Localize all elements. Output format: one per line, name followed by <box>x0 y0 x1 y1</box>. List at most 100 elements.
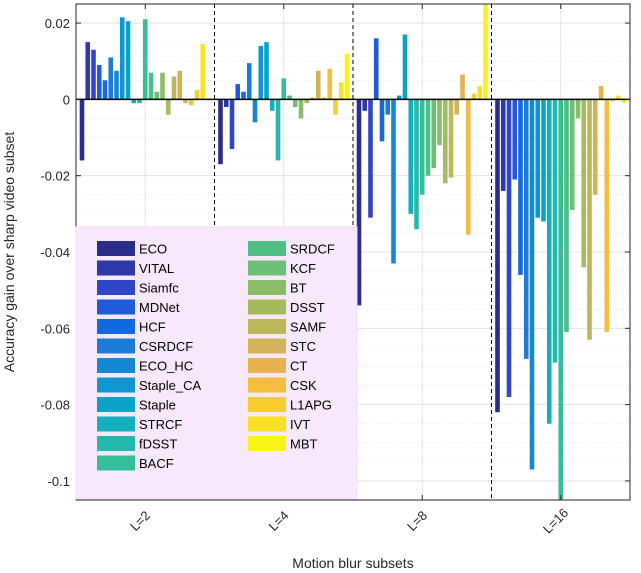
legend-label: BACF <box>139 456 174 471</box>
legend-label: CSK <box>290 378 317 393</box>
bar-eco-3 <box>356 99 362 306</box>
bar-srdcf-4 <box>564 99 569 333</box>
legend-label: STC <box>290 339 316 354</box>
x-tick-label: L=4 <box>265 508 291 534</box>
bar-csrdcf-4 <box>523 99 529 359</box>
bar-samf-1 <box>171 76 177 100</box>
y-tick-label: -0.08 <box>40 398 70 413</box>
bar-l1apg-1 <box>194 89 200 100</box>
bar-l1apg-2 <box>333 99 338 115</box>
bar-fdsst-2 <box>275 99 281 161</box>
bar-ct-4 <box>598 86 604 100</box>
bar-kcf-3 <box>431 99 437 169</box>
bar-vital-3 <box>362 99 368 111</box>
bar-bacf-4 <box>558 99 564 500</box>
bar-samf-3 <box>448 99 454 178</box>
y-tick-label: 0 <box>63 92 70 107</box>
legend-label: ECO_HC <box>139 359 193 374</box>
legend-label: MBT <box>290 437 318 452</box>
bar-samf-2 <box>310 97 315 100</box>
legend-label: SRDCF <box>290 242 335 257</box>
bar-siamfc-3 <box>368 99 373 218</box>
legend-swatch <box>97 455 135 471</box>
bar-bt-1 <box>160 72 165 100</box>
bar-siamfc-1 <box>91 49 96 100</box>
bar-eco_hc-3 <box>391 99 396 264</box>
bar-csrdcf-1 <box>108 57 114 100</box>
x-axis-title: Motion blur subsets <box>292 555 413 571</box>
bar-bacf-2 <box>281 78 287 100</box>
y-tick-label: -0.02 <box>40 169 70 184</box>
legend-label: SAMF <box>290 320 326 335</box>
x-tick-label: L=8 <box>404 508 430 534</box>
legend-swatch <box>97 338 135 354</box>
legend-swatch <box>248 377 286 393</box>
y-axis-title: Accuracy gain over sharp video subset <box>1 132 17 373</box>
bar-csk-1 <box>188 99 194 106</box>
legend-swatch <box>248 299 286 315</box>
legend-label: Staple <box>139 398 176 413</box>
legend-swatch <box>97 299 135 315</box>
legend-swatch <box>97 358 135 373</box>
bar-eco-1 <box>79 99 85 161</box>
bar-mdnet-4 <box>512 99 518 180</box>
x-tick-label: L=16 <box>540 505 571 536</box>
bar-fdsst-1 <box>137 99 142 104</box>
bar-staple-2 <box>264 42 269 100</box>
bar-vital-4 <box>500 99 506 191</box>
bar-mbt-3 <box>483 4 488 100</box>
legend-label: MDNet <box>139 300 180 315</box>
bar-mbt-2 <box>344 53 350 100</box>
legend-label: fDSST <box>139 437 177 452</box>
bar-stc-3 <box>454 99 460 115</box>
y-tick-label: -0.06 <box>40 321 70 336</box>
bar-stc-4 <box>592 99 598 195</box>
bar-bacf-1 <box>142 19 148 100</box>
bar-fdsst-4 <box>552 99 558 363</box>
bar-staple-3 <box>402 34 408 100</box>
legend-swatch <box>97 280 135 295</box>
legend-swatch <box>248 241 286 256</box>
x-tick-label: L=2 <box>127 508 153 534</box>
bar-staple-4 <box>541 99 546 222</box>
bar-ivt-1 <box>200 44 206 100</box>
bar-strcf-1 <box>131 99 137 104</box>
bar-kcf-2 <box>292 99 298 108</box>
legend-swatch <box>248 280 286 295</box>
bar-csrdcf-2 <box>246 63 252 100</box>
legend-label: Siamfc <box>139 281 179 296</box>
legend-swatch <box>248 338 286 354</box>
legend-label: Staple_CA <box>139 378 201 393</box>
bar-mdnet-1 <box>96 65 102 100</box>
bar-ivt-4 <box>615 95 621 100</box>
y-tick-label: 0.02 <box>45 16 70 31</box>
legend-swatch <box>248 416 286 432</box>
bar-eco_hc-4 <box>529 99 535 470</box>
y-tick-label: -0.04 <box>40 245 70 260</box>
bar-dsst-4 <box>581 99 587 268</box>
bar-eco-4 <box>495 99 500 413</box>
legend-swatch <box>248 358 286 373</box>
bar-csrdcf-3 <box>385 99 391 115</box>
bars <box>76 4 630 500</box>
legend-label: CT <box>290 359 307 374</box>
bar-l1apg-3 <box>471 93 477 100</box>
bar-hcf-4 <box>518 99 523 275</box>
legend-label: IVT <box>290 417 310 432</box>
legend-swatch <box>97 377 135 393</box>
bar-eco-2 <box>218 99 223 165</box>
bar-ivt-3 <box>477 86 483 100</box>
legend-label: STRCF <box>139 417 182 432</box>
bar-siamfc-2 <box>229 99 235 149</box>
legend-label: CSRDCF <box>139 339 193 354</box>
bar-l1apg-4 <box>610 99 615 102</box>
bar-strcf-2 <box>269 99 275 111</box>
legend-swatch <box>248 436 286 451</box>
bar-staple_ca-1 <box>119 17 125 100</box>
legend-label: L1APG <box>290 398 332 413</box>
bar-siamfc-4 <box>506 99 512 397</box>
bar-srdcf-1 <box>148 72 154 100</box>
legend-swatch <box>248 319 286 334</box>
legend-swatch <box>97 260 135 276</box>
